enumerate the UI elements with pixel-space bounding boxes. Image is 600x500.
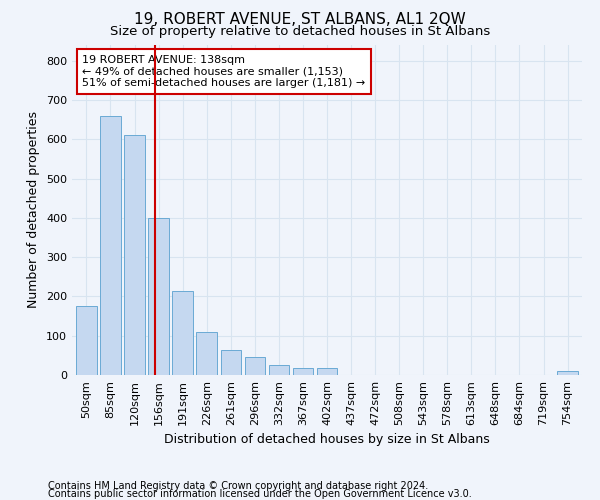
- Text: Contains public sector information licensed under the Open Government Licence v3: Contains public sector information licen…: [48, 489, 472, 499]
- Y-axis label: Number of detached properties: Number of detached properties: [28, 112, 40, 308]
- Bar: [293, 368, 313, 375]
- Bar: [317, 368, 337, 375]
- Text: Contains HM Land Registry data © Crown copyright and database right 2024.: Contains HM Land Registry data © Crown c…: [48, 481, 428, 491]
- Bar: [148, 218, 169, 375]
- Text: 19 ROBERT AVENUE: 138sqm
← 49% of detached houses are smaller (1,153)
51% of sem: 19 ROBERT AVENUE: 138sqm ← 49% of detach…: [82, 55, 365, 88]
- Text: Size of property relative to detached houses in St Albans: Size of property relative to detached ho…: [110, 25, 490, 38]
- Bar: [245, 356, 265, 375]
- Bar: [100, 116, 121, 375]
- Bar: [124, 136, 145, 375]
- Bar: [557, 371, 578, 375]
- Bar: [76, 306, 97, 375]
- X-axis label: Distribution of detached houses by size in St Albans: Distribution of detached houses by size …: [164, 434, 490, 446]
- Bar: [221, 350, 241, 375]
- Text: 19, ROBERT AVENUE, ST ALBANS, AL1 2QW: 19, ROBERT AVENUE, ST ALBANS, AL1 2QW: [134, 12, 466, 28]
- Bar: [269, 365, 289, 375]
- Bar: [196, 332, 217, 375]
- Bar: [172, 290, 193, 375]
